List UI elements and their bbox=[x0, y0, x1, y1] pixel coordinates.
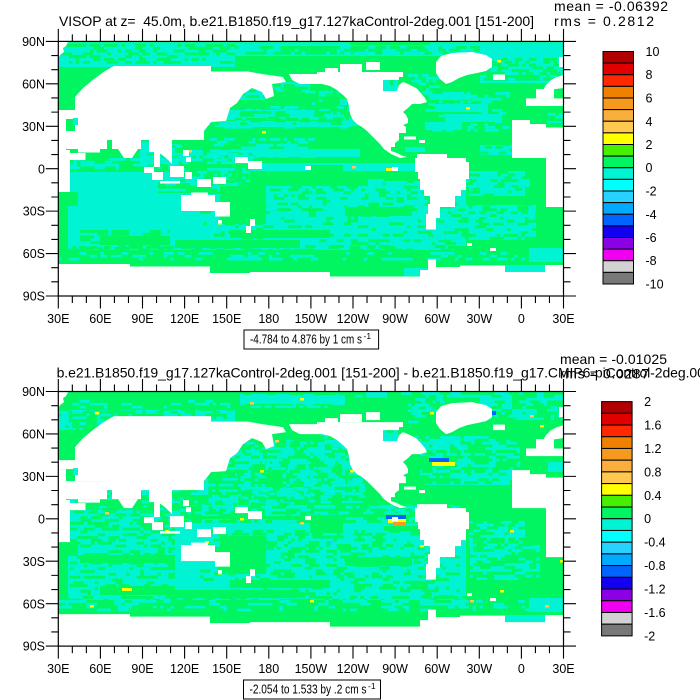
svg-text:90W: 90W bbox=[382, 662, 408, 676]
svg-text:30N: 30N bbox=[22, 470, 45, 484]
svg-text:180: 180 bbox=[258, 312, 279, 326]
svg-text:6: 6 bbox=[646, 92, 653, 106]
svg-text:0: 0 bbox=[38, 512, 45, 526]
svg-text:0: 0 bbox=[518, 662, 525, 676]
svg-text:-2: -2 bbox=[644, 629, 655, 643]
svg-text:30E: 30E bbox=[552, 312, 574, 326]
svg-text:-0.8: -0.8 bbox=[644, 559, 666, 573]
svg-text:90E: 90E bbox=[131, 312, 153, 326]
svg-text:150E: 150E bbox=[212, 312, 241, 326]
svg-text:90S: 90S bbox=[23, 640, 45, 654]
svg-text:120W: 120W bbox=[337, 312, 370, 326]
svg-text:0: 0 bbox=[518, 312, 525, 326]
svg-text:150W: 150W bbox=[295, 312, 328, 326]
svg-text:60E: 60E bbox=[89, 312, 111, 326]
svg-text:60E: 60E bbox=[89, 662, 111, 676]
svg-text:-1: -1 bbox=[368, 681, 376, 691]
svg-text:120E: 120E bbox=[170, 662, 199, 676]
svg-text:60W: 60W bbox=[424, 312, 450, 326]
svg-text:0: 0 bbox=[38, 162, 45, 176]
svg-text:30N: 30N bbox=[22, 120, 45, 134]
svg-text:-8: -8 bbox=[646, 254, 657, 268]
svg-text:60N: 60N bbox=[22, 428, 45, 442]
svg-text:-2.054 to 1.533 by .2 cm s: -2.054 to 1.533 by .2 cm s bbox=[250, 683, 367, 697]
svg-text:30W: 30W bbox=[466, 662, 492, 676]
svg-text:-4: -4 bbox=[646, 208, 657, 222]
svg-text:0: 0 bbox=[646, 161, 653, 175]
svg-text:b.e21.B1850.f19_g17.127kaContr: b.e21.B1850.f19_g17.127kaControl-2deg.00… bbox=[57, 365, 700, 381]
svg-text:120W: 120W bbox=[337, 662, 370, 676]
svg-text:1.6: 1.6 bbox=[644, 419, 661, 433]
svg-text:30S: 30S bbox=[23, 555, 45, 569]
svg-text:mean = -0.06392: mean = -0.06392 bbox=[554, 0, 668, 14]
svg-text:-10: -10 bbox=[646, 278, 664, 292]
svg-text:30E: 30E bbox=[552, 662, 574, 676]
svg-text:-2: -2 bbox=[646, 185, 657, 199]
svg-text:-0.4: -0.4 bbox=[644, 536, 666, 550]
svg-text:90E: 90E bbox=[131, 662, 153, 676]
svg-text:90N: 90N bbox=[22, 35, 45, 49]
svg-text:150E: 150E bbox=[212, 662, 241, 676]
svg-text:30S: 30S bbox=[23, 205, 45, 219]
svg-text:120E: 120E bbox=[170, 312, 199, 326]
svg-text:30E: 30E bbox=[47, 662, 69, 676]
svg-text:60N: 60N bbox=[22, 77, 45, 91]
svg-text:-4.784 to 4.876 by 1 cm s: -4.784 to 4.876 by 1 cm s bbox=[250, 333, 362, 347]
svg-text:4: 4 bbox=[646, 115, 653, 129]
svg-text:150W: 150W bbox=[295, 662, 328, 676]
svg-text:2: 2 bbox=[646, 138, 653, 152]
svg-text:-1.2: -1.2 bbox=[644, 583, 666, 597]
svg-text:-1: -1 bbox=[364, 331, 372, 341]
svg-text:VISOP at z= 45.0m, b.e21.B185: VISOP at z= 45.0m, b.e21.B1850.f19_g17.1… bbox=[59, 13, 534, 29]
svg-text:1.2: 1.2 bbox=[644, 442, 661, 456]
svg-text:180: 180 bbox=[258, 662, 279, 676]
svg-text:30E: 30E bbox=[47, 312, 69, 326]
svg-text:0.8: 0.8 bbox=[644, 465, 661, 479]
svg-text:60S: 60S bbox=[23, 247, 45, 261]
svg-text:2: 2 bbox=[644, 395, 651, 409]
svg-text:90S: 90S bbox=[23, 290, 45, 304]
svg-text:90N: 90N bbox=[22, 385, 45, 399]
svg-text:-1.6: -1.6 bbox=[644, 606, 666, 620]
svg-text:-6: -6 bbox=[646, 231, 657, 245]
svg-text:rms = 0.2812: rms = 0.2812 bbox=[554, 13, 654, 29]
svg-text:30W: 30W bbox=[466, 312, 492, 326]
svg-text:8: 8 bbox=[646, 68, 653, 82]
svg-text:mean = -0.01025: mean = -0.01025 bbox=[560, 351, 667, 367]
svg-text:90W: 90W bbox=[382, 312, 408, 326]
svg-text:60S: 60S bbox=[23, 597, 45, 611]
svg-text:0: 0 bbox=[644, 512, 651, 526]
svg-text:60W: 60W bbox=[424, 662, 450, 676]
svg-text:rms = 0.0287: rms = 0.0287 bbox=[560, 366, 649, 382]
svg-text:0.4: 0.4 bbox=[644, 489, 661, 503]
svg-text:10: 10 bbox=[646, 45, 660, 59]
